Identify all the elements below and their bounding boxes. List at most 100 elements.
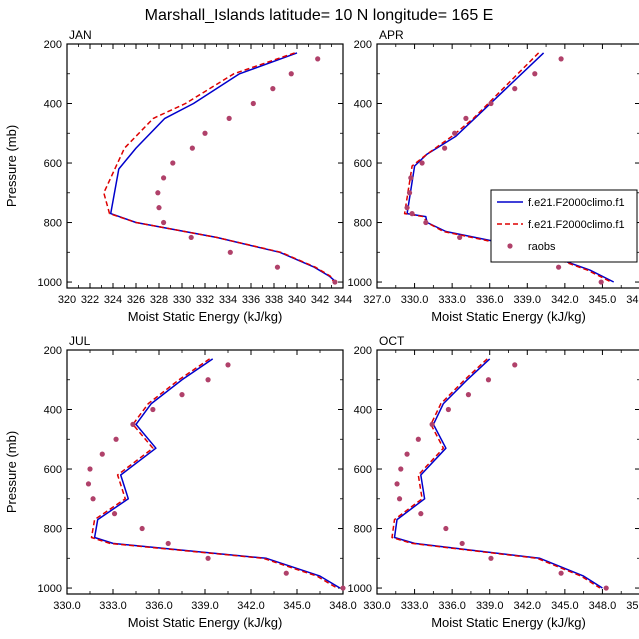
raobs-point: [429, 421, 435, 427]
x-tick-label: 340: [288, 294, 306, 306]
raobs-point: [512, 86, 518, 92]
raobs-point: [408, 175, 414, 181]
panel-title: APR: [379, 28, 404, 42]
y-tick-label: 600: [354, 464, 372, 476]
x-tick-label: 336.0: [476, 294, 504, 306]
y-tick-label: 800: [354, 524, 372, 536]
raobs-point: [283, 570, 289, 576]
legend-label: f.e21.F2000climo.f1: [528, 219, 625, 231]
raobs-point: [113, 436, 119, 442]
x-tick-label: 327.0: [363, 294, 391, 306]
y-tick-label: 200: [44, 39, 62, 51]
series-raobs: [394, 362, 609, 591]
x-axis-label: Moist Static Energy (kJ/kg): [431, 615, 586, 630]
x-tick-label: 348.0: [626, 294, 639, 306]
x-tick-label: 342.0: [237, 600, 265, 612]
x-tick-label: 324: [104, 294, 122, 306]
raobs-point: [488, 555, 494, 561]
y-tick-label: 400: [44, 405, 62, 417]
x-tick-label: 333.0: [99, 600, 127, 612]
y-tick-label: 200: [354, 39, 372, 51]
raobs-point: [603, 585, 609, 591]
raobs-point: [459, 540, 465, 547]
x-tick-label: 326: [127, 294, 145, 306]
raobs-point: [532, 71, 538, 77]
raobs-point: [130, 421, 136, 427]
raobs-point: [225, 362, 231, 368]
raobs-point: [558, 570, 564, 576]
x-tick-label: 339.0: [476, 600, 504, 612]
raobs-point: [555, 264, 562, 270]
x-tick-label: 330.0: [363, 600, 391, 612]
raobs-point: [409, 211, 415, 217]
raobs-point: [452, 130, 458, 136]
raobs-point: [404, 451, 410, 457]
x-tick-label: 334: [219, 294, 237, 306]
y-tick-label: 1000: [38, 583, 62, 595]
raobs-point: [404, 205, 410, 211]
y-tick-label: 800: [44, 524, 62, 536]
panel-title: OCT: [379, 334, 405, 348]
raobs-point: [205, 555, 211, 561]
panel-title: JUL: [69, 334, 91, 348]
raobs-point: [274, 264, 281, 270]
raobs-point: [155, 190, 161, 196]
raobs-point: [315, 56, 321, 62]
panel-oct: OCT 330.0 333.0 336.0 339.0 342.0 345.0 348.0 35…: [348, 334, 639, 630]
legend: f.e21.F2000climo.f1 f.e21.F2000climo.f1 ra…: [490, 189, 638, 263]
x-tick-label: 332: [196, 294, 214, 306]
y-tick-label: 600: [44, 158, 62, 170]
y-tick-label: 200: [44, 345, 62, 357]
raobs-point: [419, 160, 425, 166]
x-tick-label: 322: [81, 294, 99, 306]
panel-jul: JUL 330.0 333.0 336.0 339.0 342.0 345.0 348.0 20…: [4, 334, 357, 630]
series-raobs: [155, 56, 338, 285]
x-tick-label: 333.0: [401, 600, 429, 612]
x-tick-label: 330.0: [401, 294, 429, 306]
panels: JAN 320 322 324 326 328 330 332 334 336 338 340 342 3…: [4, 28, 639, 630]
raobs-point: [205, 377, 211, 383]
x-tick-label: 348.0: [329, 600, 357, 612]
raobs-point: [188, 234, 194, 241]
x-tick-label: 336.0: [438, 600, 466, 612]
y-tick-label: 600: [354, 158, 372, 170]
raobs-point: [465, 392, 472, 398]
panel-jan: JAN 320 322 324 326 328 330 332 334 336 338 340 342 3…: [4, 28, 352, 324]
raobs-point: [227, 249, 233, 255]
raobs-point: [202, 130, 208, 136]
x-tick-label: 339.0: [514, 294, 542, 306]
raobs-point: [161, 175, 167, 181]
raobs-point: [485, 377, 492, 383]
raobs-point: [288, 71, 294, 77]
raobs-point: [423, 219, 429, 226]
x-axis-label: Moist Static Energy (kJ/kg): [128, 615, 283, 630]
y-tick-label: 1000: [348, 583, 372, 595]
raobs-point: [250, 100, 256, 107]
y-tick-label: 400: [354, 99, 372, 111]
raobs-point: [90, 496, 96, 502]
raobs-point: [332, 279, 338, 285]
raobs-point: [457, 234, 463, 241]
legend-label: f.e21.F2000climo.f1: [528, 197, 625, 209]
x-tick-label: 342.0: [514, 600, 542, 612]
raobs-point: [394, 481, 400, 487]
raobs-point: [488, 100, 494, 107]
x-axis-label: Moist Static Energy (kJ/kg): [128, 309, 283, 324]
y-tick-label: 1000: [348, 277, 372, 289]
raobs-point: [139, 525, 145, 532]
raobs-point: [189, 145, 195, 151]
figure-title: Marshall_Islands latitude= 10 N longitud…: [145, 7, 494, 24]
series-raobs: [404, 56, 604, 285]
x-tick-label: 342: [311, 294, 329, 306]
raobs-point: [85, 481, 92, 487]
y-tick-label: 400: [354, 405, 372, 417]
y-tick-label: 800: [354, 218, 372, 230]
raobs-point: [226, 115, 232, 121]
raobs-point: [87, 466, 93, 472]
x-tick-label: 336: [242, 294, 260, 306]
x-tick-label: 328: [150, 294, 168, 306]
raobs-point: [598, 279, 604, 285]
y-tick-label: 400: [44, 99, 62, 111]
raobs-point: [463, 115, 469, 121]
raobs-point: [179, 392, 185, 398]
